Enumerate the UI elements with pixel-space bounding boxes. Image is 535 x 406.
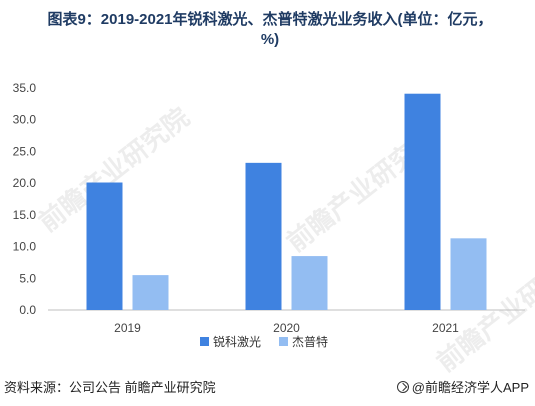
chart-title: 图表9：2019-2021年锐科激光、杰普特激光业务收入(单位：亿元，%) xyxy=(47,11,493,48)
legend-swatch xyxy=(200,337,209,346)
brand-credit: @前瞻经济学人APP xyxy=(396,377,529,396)
bar-2-2020 xyxy=(291,256,328,310)
x-tick-label: 2019 xyxy=(114,321,141,335)
bar-1-2021 xyxy=(404,93,441,310)
y-tick-label: 25.0 xyxy=(13,144,37,158)
y-tick-label: 20.0 xyxy=(13,176,37,190)
bar-1-2019 xyxy=(86,182,123,310)
y-tick-label: 5.0 xyxy=(19,271,36,285)
legend-swatch xyxy=(279,337,288,346)
x-tick-label: 2021 xyxy=(432,321,459,335)
legend-label: 锐科激光 xyxy=(213,335,261,349)
y-tick-label: 30.0 xyxy=(13,113,37,127)
bar-2-2019 xyxy=(132,275,169,310)
y-tick-label: 0.0 xyxy=(19,303,36,317)
bar-1-2020 xyxy=(245,162,282,310)
y-tick-label: 15.0 xyxy=(13,208,37,222)
y-tick-label: 10.0 xyxy=(13,240,37,254)
y-tick-label: 35.0 xyxy=(13,81,37,95)
source-note: 资料来源：公司公告 前瞻产业研究院 xyxy=(4,380,216,395)
x-tick-label: 2020 xyxy=(273,321,300,335)
brand-logo-icon xyxy=(396,380,409,393)
bar-2-2021 xyxy=(450,238,487,310)
brand-text: @前瞻经济学人APP xyxy=(411,380,529,395)
bar-chart: 0.0 5.0 10.0 15.0 20.0 25.0 30.0 35.0 2019 2020 20… xyxy=(13,81,525,349)
legend-label: 杰普特 xyxy=(292,334,328,349)
